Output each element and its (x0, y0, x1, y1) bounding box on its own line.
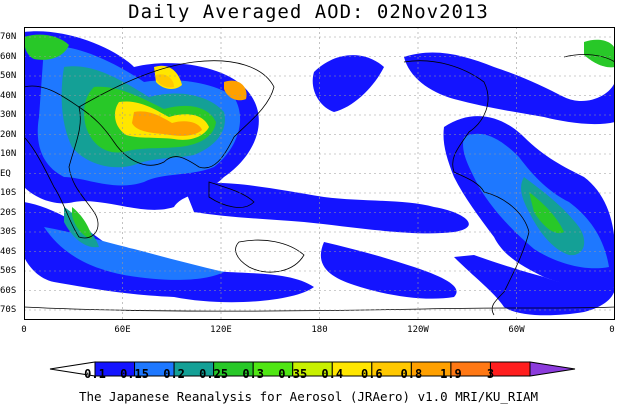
lat-label: 60S (0, 285, 17, 296)
lon-label: 60E (114, 325, 131, 335)
lon-label: 0 (609, 325, 615, 335)
lon-label: 0 (21, 325, 27, 335)
lat-label: 10S (0, 188, 17, 198)
lat-label: 30S (0, 227, 17, 237)
colorbar-label: 0.15 (120, 367, 149, 381)
lon-label: 60W (508, 325, 525, 335)
aod-field (24, 31, 615, 316)
lat-label: 40S (0, 246, 17, 257)
colorbar-label: 0.25 (199, 367, 229, 381)
attribution: The Japanese Reanalysis for Aerosol (JRA… (78, 389, 539, 404)
lat-label: 70S (0, 305, 17, 315)
colorbar-label: 0.4 (321, 367, 344, 381)
colorbar-label: 0.2 (163, 367, 185, 381)
colorbar-label: 0.1 (84, 367, 106, 381)
colorbar-label: 0.35 (278, 367, 308, 381)
colorbar-label: 0.8 (400, 367, 423, 381)
colorbar-label: 3 (486, 367, 495, 381)
lat-label: 60N (0, 51, 17, 62)
map-frame (24, 27, 615, 320)
colorbar-over-triangle (529, 361, 576, 377)
lat-label: 20S (0, 207, 17, 218)
colorbar-cell (489, 361, 531, 377)
colorbar-label: 0.6 (360, 367, 383, 381)
lat-label: 40N (0, 90, 17, 101)
lat-label: 20N (0, 129, 17, 140)
colorbar-label: 0.3 (242, 367, 265, 381)
lat-label: 30N (0, 110, 17, 120)
lat-label: EQ (0, 168, 11, 179)
lat-label: 10N (0, 149, 17, 159)
lon-label: 120W (407, 325, 429, 335)
lat-label: 50S (0, 266, 17, 276)
colorbar (49, 361, 576, 377)
graticule (24, 27, 615, 320)
map-title: Daily Averaged AOD: 02Nov2013 (128, 1, 489, 23)
lon-label: 180 (311, 325, 328, 335)
lon-label: 120E (210, 325, 232, 335)
aod-map (24, 27, 615, 320)
aod-map-canvas (24, 27, 615, 320)
colorbar-label: 1.9 (440, 367, 462, 381)
lat-label: 70N (0, 32, 17, 42)
lat-label: 50N (0, 71, 17, 81)
